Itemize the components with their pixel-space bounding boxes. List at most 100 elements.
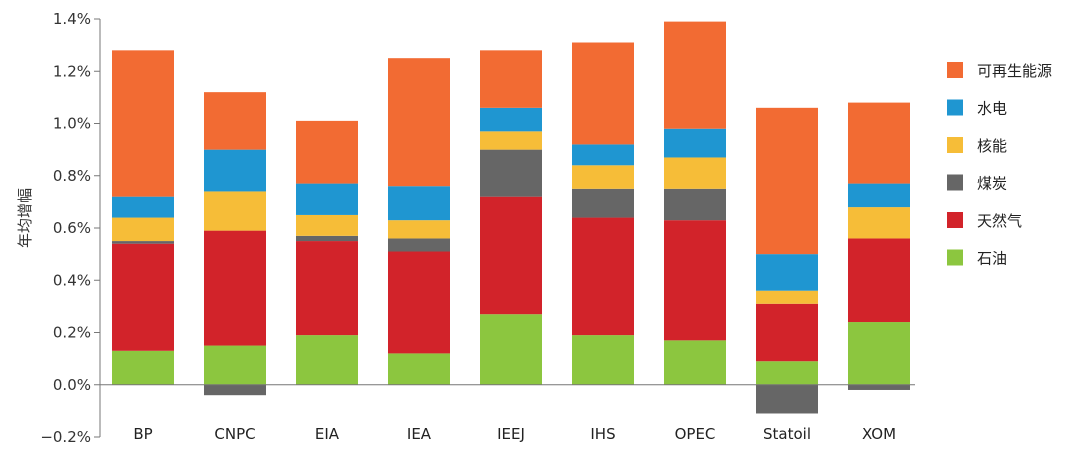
bar-stack-cnpc	[204, 92, 266, 396]
bar-segment	[756, 254, 818, 291]
bar-segment	[112, 243, 174, 351]
legend-label: 水电	[977, 100, 1007, 118]
bar-segment	[388, 251, 450, 354]
y-tick-label: 0.2%	[53, 324, 91, 342]
x-tick-label: OPEC	[675, 425, 716, 443]
legend-swatch	[947, 174, 963, 191]
bar-segment	[204, 149, 266, 192]
y-axis: −0.2% 0.0% 0.2% 0.4% 0.6% 0.8% 1.0% 1.2% 1.4%	[40, 10, 101, 446]
bar-segment	[480, 314, 542, 385]
bar-segment	[480, 196, 542, 315]
bar-segment	[664, 21, 726, 129]
x-tick-label: EIA	[315, 425, 340, 443]
bar-segment	[848, 384, 910, 390]
bar-segment	[112, 241, 174, 244]
y-axis-label: 年均增幅	[16, 188, 34, 248]
x-tick-label: IHS	[590, 425, 615, 443]
bar-segment	[480, 50, 542, 108]
bar-segment	[388, 186, 450, 221]
bar-segment	[848, 238, 910, 323]
legend-item: 水电	[947, 99, 1007, 118]
y-tick-label: 1.2%	[53, 62, 91, 80]
bar-segment	[112, 217, 174, 242]
bar-segment	[112, 196, 174, 218]
bar-stack-iea	[388, 58, 450, 385]
bar-segment	[296, 183, 358, 215]
bar-segment	[204, 384, 266, 396]
legend-label: 石油	[977, 250, 1007, 268]
bar-segment	[296, 214, 358, 236]
bar-segment	[112, 50, 174, 197]
bar-segment	[756, 107, 818, 255]
legend-item: 石油	[947, 249, 1007, 268]
bar-segment	[296, 120, 358, 184]
bar-segment	[204, 92, 266, 150]
bar-segment	[664, 220, 726, 341]
bar-segment	[572, 335, 634, 385]
legend-label: 煤炭	[977, 175, 1007, 193]
bar-segment	[296, 235, 358, 242]
bar-segment	[572, 165, 634, 189]
bar-stack-statoil	[756, 107, 818, 414]
bar-segment	[664, 128, 726, 158]
bar-segment	[388, 353, 450, 385]
y-tick-label: 1.0%	[53, 115, 91, 133]
bar-segment	[480, 107, 542, 132]
bar-segment	[388, 58, 450, 187]
x-tick-label: BP	[133, 425, 152, 443]
legend-swatch	[947, 62, 963, 78]
bar-segment	[204, 230, 266, 346]
y-tick-label: 0.4%	[53, 271, 91, 289]
bar-segment	[664, 340, 726, 385]
bar-stack-bp	[112, 50, 174, 385]
bar-segment	[388, 220, 450, 239]
bar-segment	[756, 384, 818, 414]
legend-swatch	[947, 212, 963, 228]
bar-segment	[756, 361, 818, 385]
x-tick-label: XOM	[862, 425, 896, 443]
bar-stack-xom	[848, 102, 910, 390]
bar-segment	[204, 345, 266, 385]
y-tick-label: 0.8%	[53, 167, 91, 185]
x-tick-label: Statoil	[763, 425, 811, 443]
x-tick-label: IEA	[407, 425, 432, 443]
y-tick-label: −0.2%	[40, 428, 91, 446]
bar-segment	[572, 217, 634, 336]
legend-item: 核能	[947, 137, 1007, 155]
bar-stack-ihs	[572, 42, 634, 385]
bar-segment	[848, 207, 910, 239]
bar-segment	[572, 42, 634, 145]
legend-swatch	[947, 99, 963, 116]
bar-segment	[848, 102, 910, 184]
bar-segment	[480, 131, 542, 150]
legend-item: 可再生能源	[947, 62, 1052, 80]
bar-segment	[296, 241, 358, 336]
bar-segment	[572, 144, 634, 166]
bar-segment	[204, 191, 266, 231]
legend-label: 可再生能源	[977, 62, 1052, 80]
y-tick-label: 0.0%	[53, 376, 91, 394]
x-tick-label: CNPC	[214, 425, 255, 443]
bar-segment	[756, 303, 818, 362]
bar-segment	[388, 238, 450, 252]
legend-label: 核能	[977, 137, 1007, 155]
legend-swatch	[947, 137, 963, 153]
y-tick-label: 1.4%	[53, 10, 91, 28]
bar-segment	[664, 157, 726, 189]
bar-segment	[848, 322, 910, 385]
x-axis: BP CNPC EIA IEA IEEJ IHS OPEC Statoil XOM	[100, 384, 915, 443]
bar-segment	[664, 188, 726, 221]
legend-swatch	[947, 249, 963, 266]
bar-stack-opec	[664, 21, 726, 385]
bar-segment	[480, 149, 542, 197]
legend-label: 天然气	[977, 212, 1022, 230]
x-tick-label: IEEJ	[497, 425, 525, 443]
legend-item: 天然气	[947, 212, 1022, 230]
legend-item: 煤炭	[947, 174, 1007, 193]
bar-segment	[296, 335, 358, 385]
bar-segment	[572, 188, 634, 218]
bars	[112, 21, 910, 414]
bar-segment	[756, 290, 818, 304]
